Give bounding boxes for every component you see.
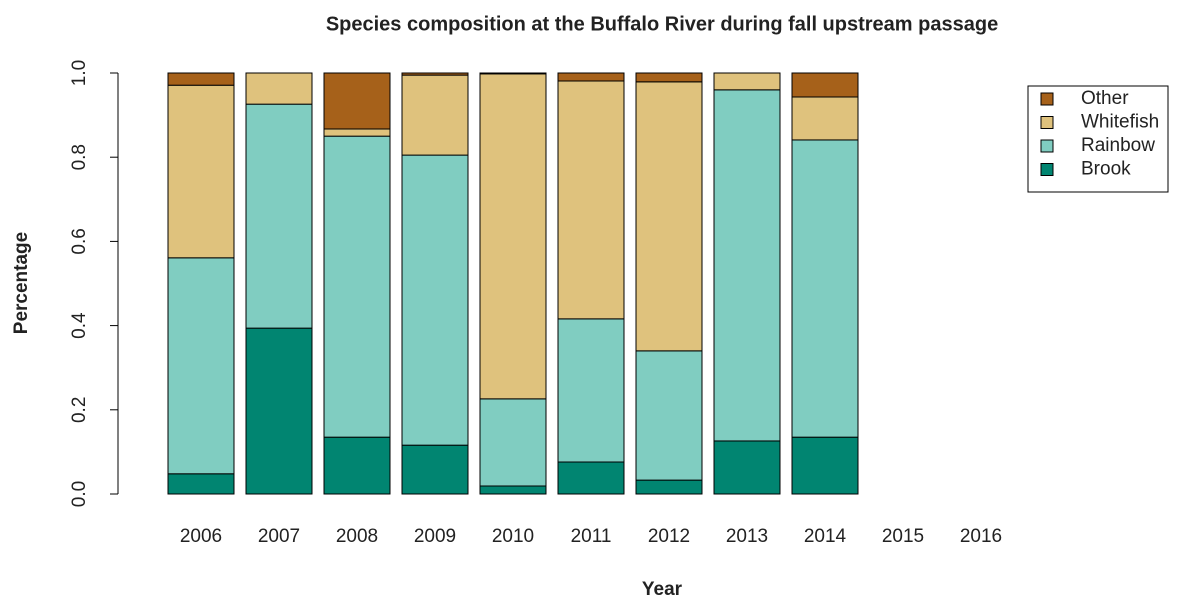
legend-label: Rainbow [1081, 135, 1155, 156]
x-tick-label: 2011 [571, 526, 612, 547]
bar-segment [323, 135, 391, 438]
legend-label: Other [1081, 88, 1129, 109]
bar-segment [401, 72, 469, 76]
y-tick-label: 0.6 [69, 228, 90, 254]
bar-segment [479, 485, 547, 495]
y-tick-label: 0.8 [69, 144, 90, 170]
bar-segment [713, 89, 781, 442]
bar-segment [791, 436, 859, 495]
legend-label: Brook [1081, 159, 1131, 180]
x-tick-label: 2008 [336, 526, 378, 547]
legend-swatch [1040, 92, 1054, 106]
bar-segment [635, 81, 703, 352]
bar-segment [323, 128, 391, 137]
bar-segment [635, 350, 703, 481]
y-tick-label: 1.0 [69, 60, 90, 86]
legend-swatch [1040, 163, 1054, 176]
bar-segment [479, 73, 547, 400]
legend-label: Whitefish [1081, 112, 1159, 133]
bar-segment [245, 72, 313, 105]
bar-segment [323, 72, 391, 130]
x-tick-label: 2014 [804, 526, 847, 547]
bar-segment [557, 318, 625, 463]
bar-segment [167, 72, 235, 86]
bar-segment [323, 436, 391, 495]
legend-swatch [1040, 116, 1054, 129]
x-tick-label: 2015 [882, 526, 924, 547]
bar-segment [167, 257, 235, 475]
bar-segment [401, 154, 469, 446]
x-tick-label: 2010 [492, 526, 534, 547]
bar-segment [635, 72, 703, 83]
x-axis-label: Year [642, 579, 683, 600]
x-tick-label: 2016 [960, 526, 1002, 547]
bar-segment [167, 84, 235, 259]
bar-segment [791, 72, 859, 98]
bar-segment [791, 96, 859, 141]
chart-title: Species composition at the Buffalo River… [326, 13, 998, 35]
bar-segment [245, 103, 313, 329]
bar-segment [401, 444, 469, 495]
x-tick-label: 2009 [414, 526, 456, 547]
x-tick-label: 2013 [726, 526, 768, 547]
x-tick-label: 2007 [258, 526, 300, 547]
bar-segment [713, 440, 781, 495]
bar-segment [791, 139, 859, 438]
y-tick-label: 0.2 [69, 397, 90, 423]
bar-segment [557, 461, 625, 495]
bar-segment [167, 473, 235, 495]
y-tick-label: 0.0 [69, 481, 90, 507]
legend-swatch [1040, 139, 1054, 153]
bar-segment [635, 479, 703, 495]
y-tick-label: 0.4 [69, 312, 90, 339]
bar-segment [401, 74, 469, 156]
x-tick-label: 2012 [648, 526, 690, 547]
bar-segment [557, 80, 625, 320]
bar-segment [479, 72, 547, 75]
x-tick-label: 2006 [180, 526, 222, 547]
y-axis-label: Percentage [11, 232, 32, 334]
bar-segment [557, 72, 625, 82]
bar-segment [479, 398, 547, 487]
bar-segment [713, 72, 781, 91]
bar-segment [245, 327, 313, 495]
